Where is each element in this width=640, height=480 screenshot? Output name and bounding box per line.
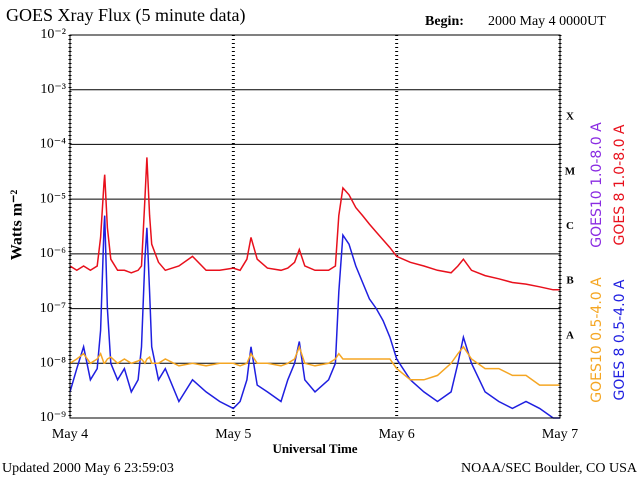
legend-entry: GOES10 1.0-8.0 A <box>589 122 605 248</box>
legend-entry: GOES 8 0.5-4.0 A <box>612 279 628 400</box>
x-tick-label: May 5 <box>215 427 251 442</box>
source-note: NOAA/SEC Boulder, CO USA <box>461 461 638 476</box>
flare-class-label: M <box>565 165 576 177</box>
series-line <box>69 344 560 386</box>
y-tick-label: 10⁻² <box>40 27 66 42</box>
y-tick-label: 10⁻⁴ <box>40 137 66 152</box>
flare-class-label: A <box>566 329 574 341</box>
x-tick-label: May 6 <box>379 427 415 442</box>
y-tick-label: 10⁻⁶ <box>40 246 66 261</box>
legend-entry: GOES 8 1.0-8.0 A <box>612 124 628 245</box>
begin-label: Begin: <box>425 14 464 29</box>
x-axis-label: Universal Time <box>272 441 357 456</box>
plot-frame <box>69 34 561 419</box>
series-line <box>69 157 560 291</box>
begin-time: 2000 May 4 0000UT <box>488 14 606 29</box>
flare-class-label: C <box>566 220 574 232</box>
y-tick-label: 10⁻⁸ <box>40 356 66 371</box>
y-tick-label: 10⁻³ <box>40 82 66 97</box>
legend-entry: GOES10 0.5-4.0 A <box>589 277 605 403</box>
x-tick-label: May 4 <box>52 427 88 442</box>
flare-class-label: B <box>566 275 574 287</box>
updated-note: Updated 2000 May 6 23:59:03 <box>2 461 174 476</box>
series-line <box>69 215 560 419</box>
y-tick-label: 10⁻⁹ <box>40 410 66 425</box>
flare-class-label: X <box>566 111 574 123</box>
chart-title: GOES Xray Flux (5 minute data) <box>6 5 245 26</box>
x-tick-label: May 7 <box>542 427 578 442</box>
y-tick-label: 10⁻⁷ <box>40 301 66 316</box>
y-axis-label: Watts m⁻² <box>9 190 26 261</box>
y-tick-label: 10⁻⁵ <box>40 191 66 206</box>
